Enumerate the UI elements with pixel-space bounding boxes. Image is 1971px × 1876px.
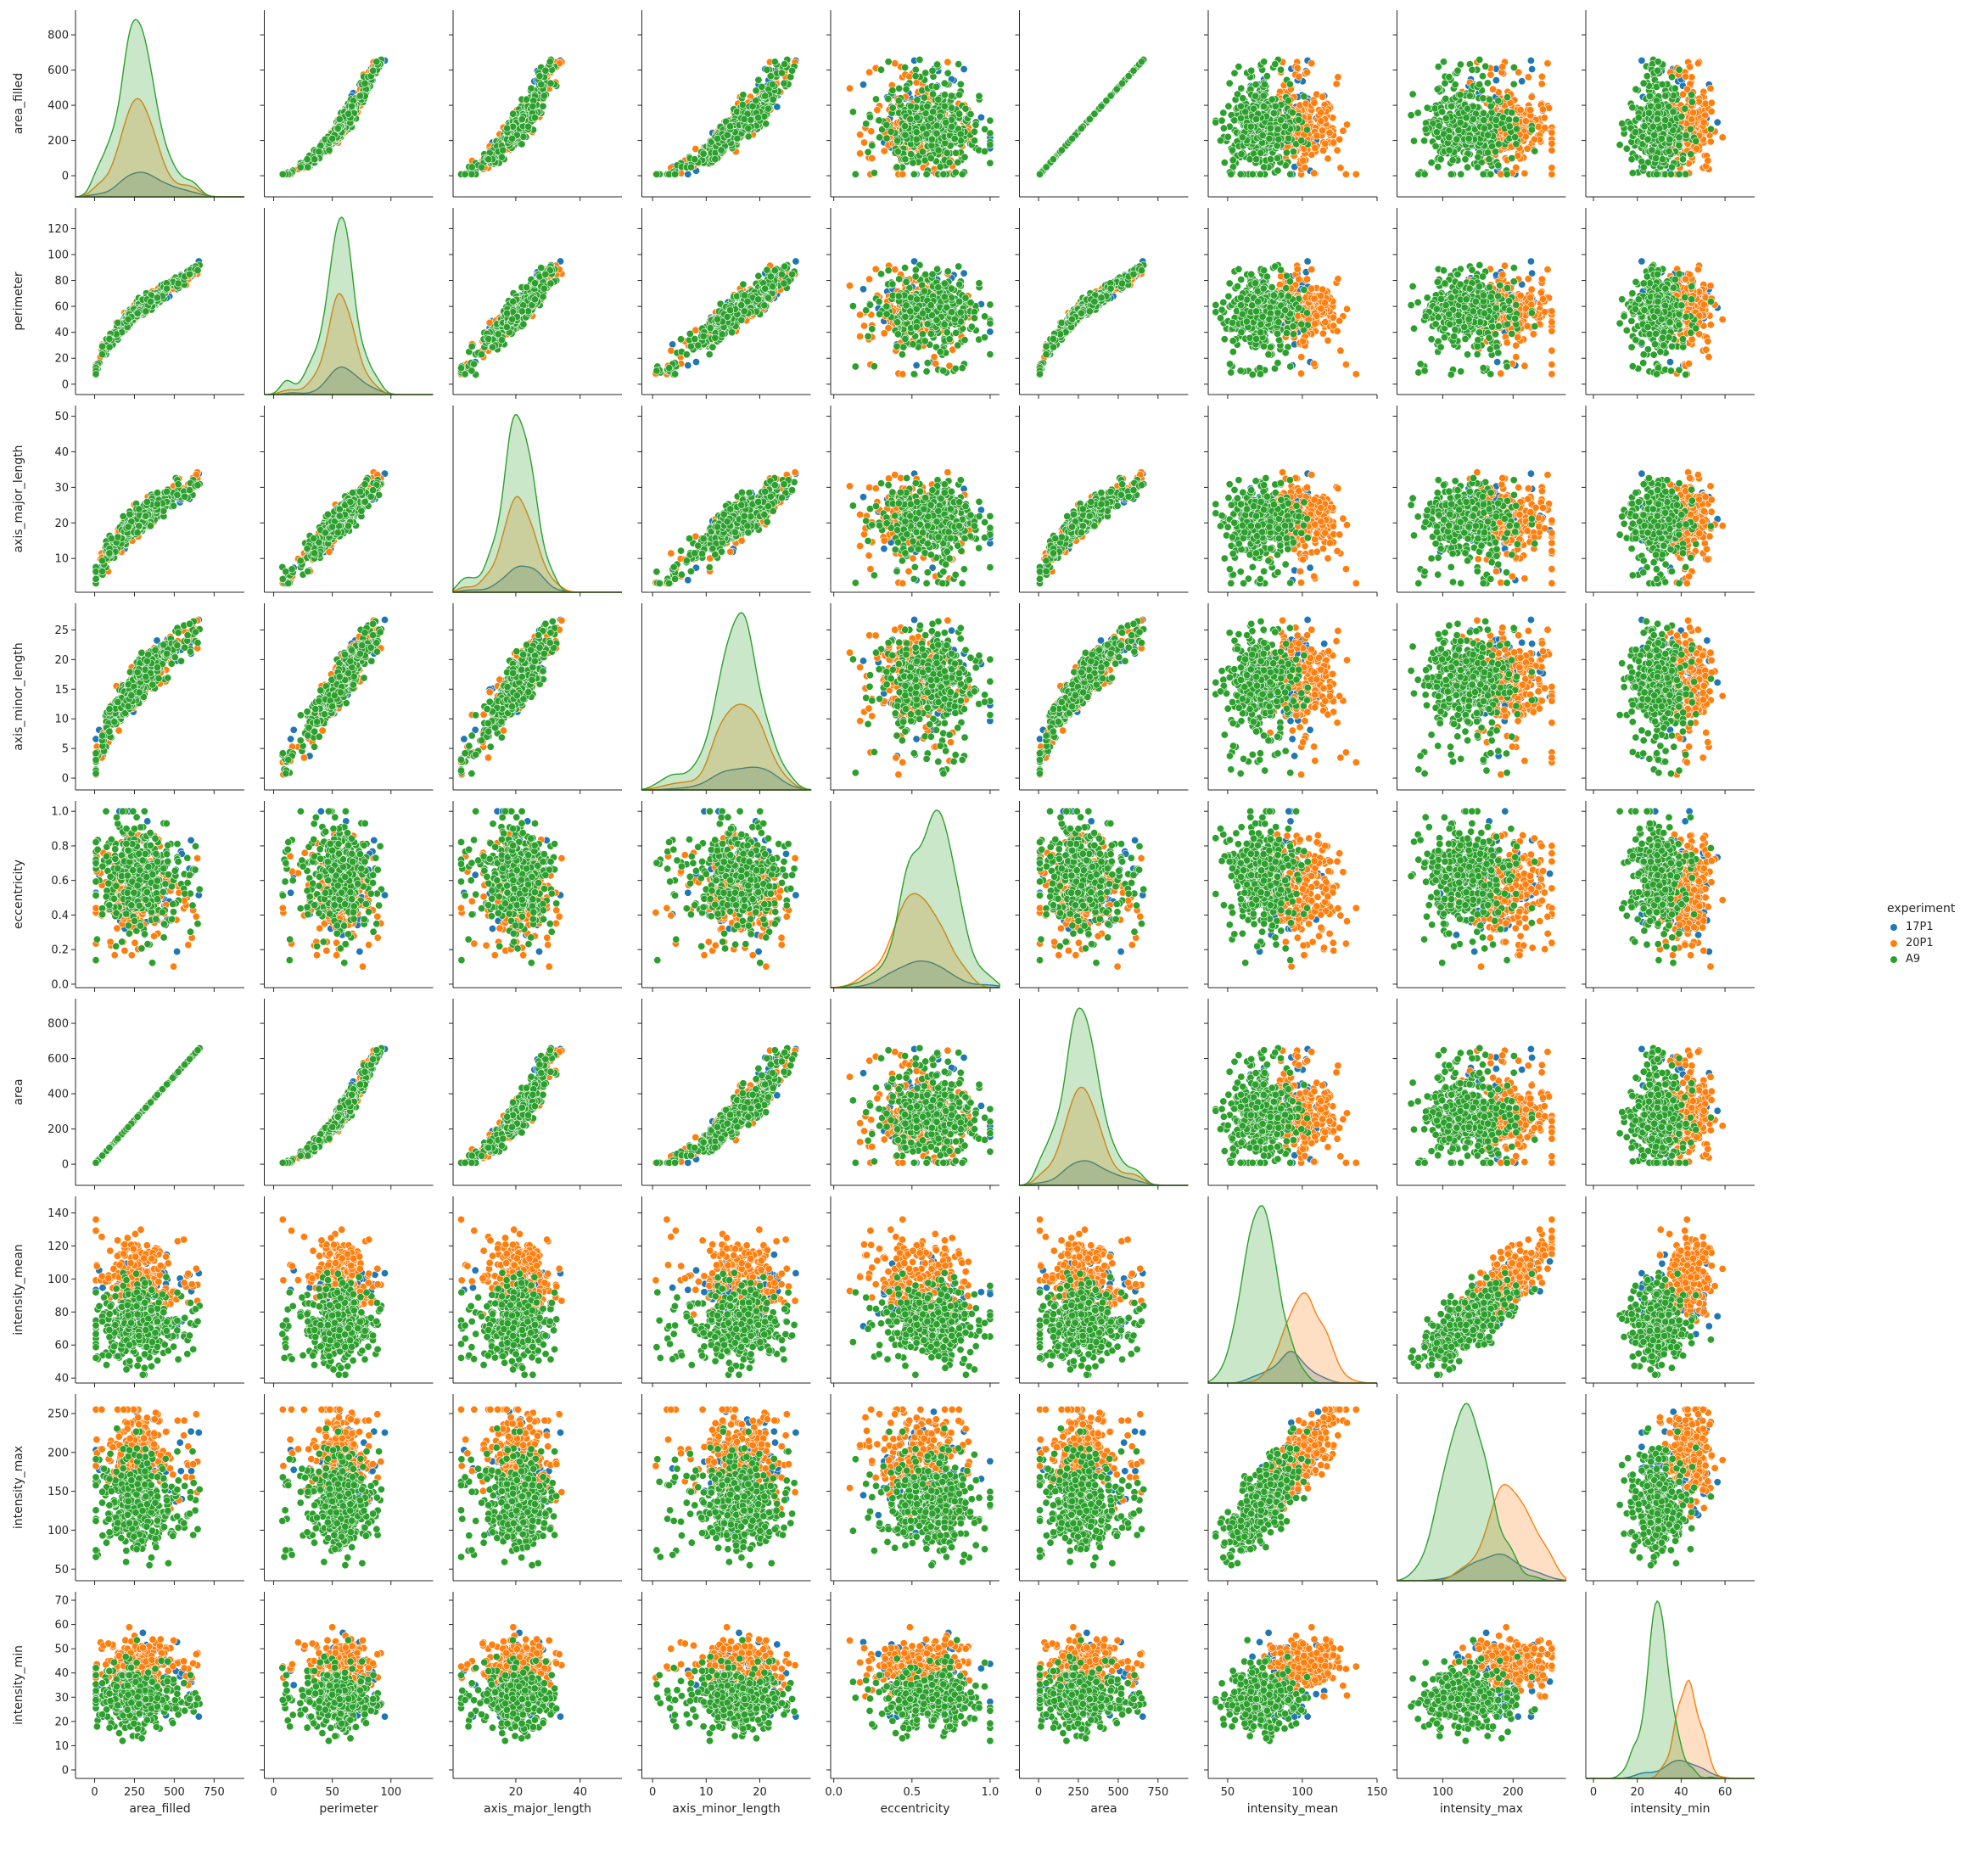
point-a9 xyxy=(523,96,529,103)
point-a9 xyxy=(518,141,525,148)
point-a9 xyxy=(498,154,505,160)
point-a9 xyxy=(373,59,380,65)
point-a9 xyxy=(538,81,545,87)
point-a9 xyxy=(546,59,553,65)
point-a9 xyxy=(542,67,549,74)
point-17p1 xyxy=(685,171,692,177)
point-a9 xyxy=(344,110,351,117)
point-a9 xyxy=(485,156,492,163)
point-a9 xyxy=(764,66,770,73)
point-a9 xyxy=(770,96,776,103)
point-a9 xyxy=(540,103,546,109)
point-a9 xyxy=(509,110,516,117)
point-a9 xyxy=(520,133,527,140)
point-a9 xyxy=(540,92,547,99)
panel-area_filled-vs-axis_minor_length xyxy=(638,10,811,201)
point-a9 xyxy=(718,147,725,154)
point-a9 xyxy=(369,67,376,74)
point-a9 xyxy=(329,135,336,142)
point-a9 xyxy=(305,164,311,171)
point-a9 xyxy=(528,85,535,92)
point-a9 xyxy=(518,115,525,122)
point-a9 xyxy=(334,125,341,132)
point-a9 xyxy=(462,171,468,177)
point-a9 xyxy=(311,156,318,163)
point-a9 xyxy=(529,103,536,109)
panel-area_filled-vs-area_filled xyxy=(76,10,244,201)
panel-area_filled-vs-axis_major_length xyxy=(449,10,622,201)
point-a9 xyxy=(700,150,707,157)
point-a9 xyxy=(326,147,333,154)
point-a9 xyxy=(361,80,368,87)
point-a9 xyxy=(478,164,484,171)
point-a9 xyxy=(778,70,785,76)
point-a9 xyxy=(500,147,507,154)
point-a9 xyxy=(336,115,343,122)
point-a9 xyxy=(503,125,510,132)
point-a9 xyxy=(356,92,363,99)
panel-area_filled-vs-perimeter xyxy=(260,10,434,201)
point-a9 xyxy=(349,103,356,109)
point-a9 xyxy=(304,156,311,163)
point-a9 xyxy=(536,73,543,80)
point-a9 xyxy=(508,135,515,142)
point-a9 xyxy=(755,76,762,83)
point-a9 xyxy=(316,148,322,155)
point-a9 xyxy=(468,171,475,177)
point-a9 xyxy=(759,83,765,90)
point-a9 xyxy=(787,74,794,81)
point-a9 xyxy=(468,164,475,171)
point-a9 xyxy=(279,171,286,177)
kde-a9-area_filled xyxy=(76,20,244,197)
point-a9 xyxy=(524,123,531,130)
point-a9 xyxy=(547,80,554,87)
point-a9 xyxy=(531,115,538,121)
point-a9 xyxy=(781,60,788,67)
point-a9 xyxy=(297,164,304,171)
